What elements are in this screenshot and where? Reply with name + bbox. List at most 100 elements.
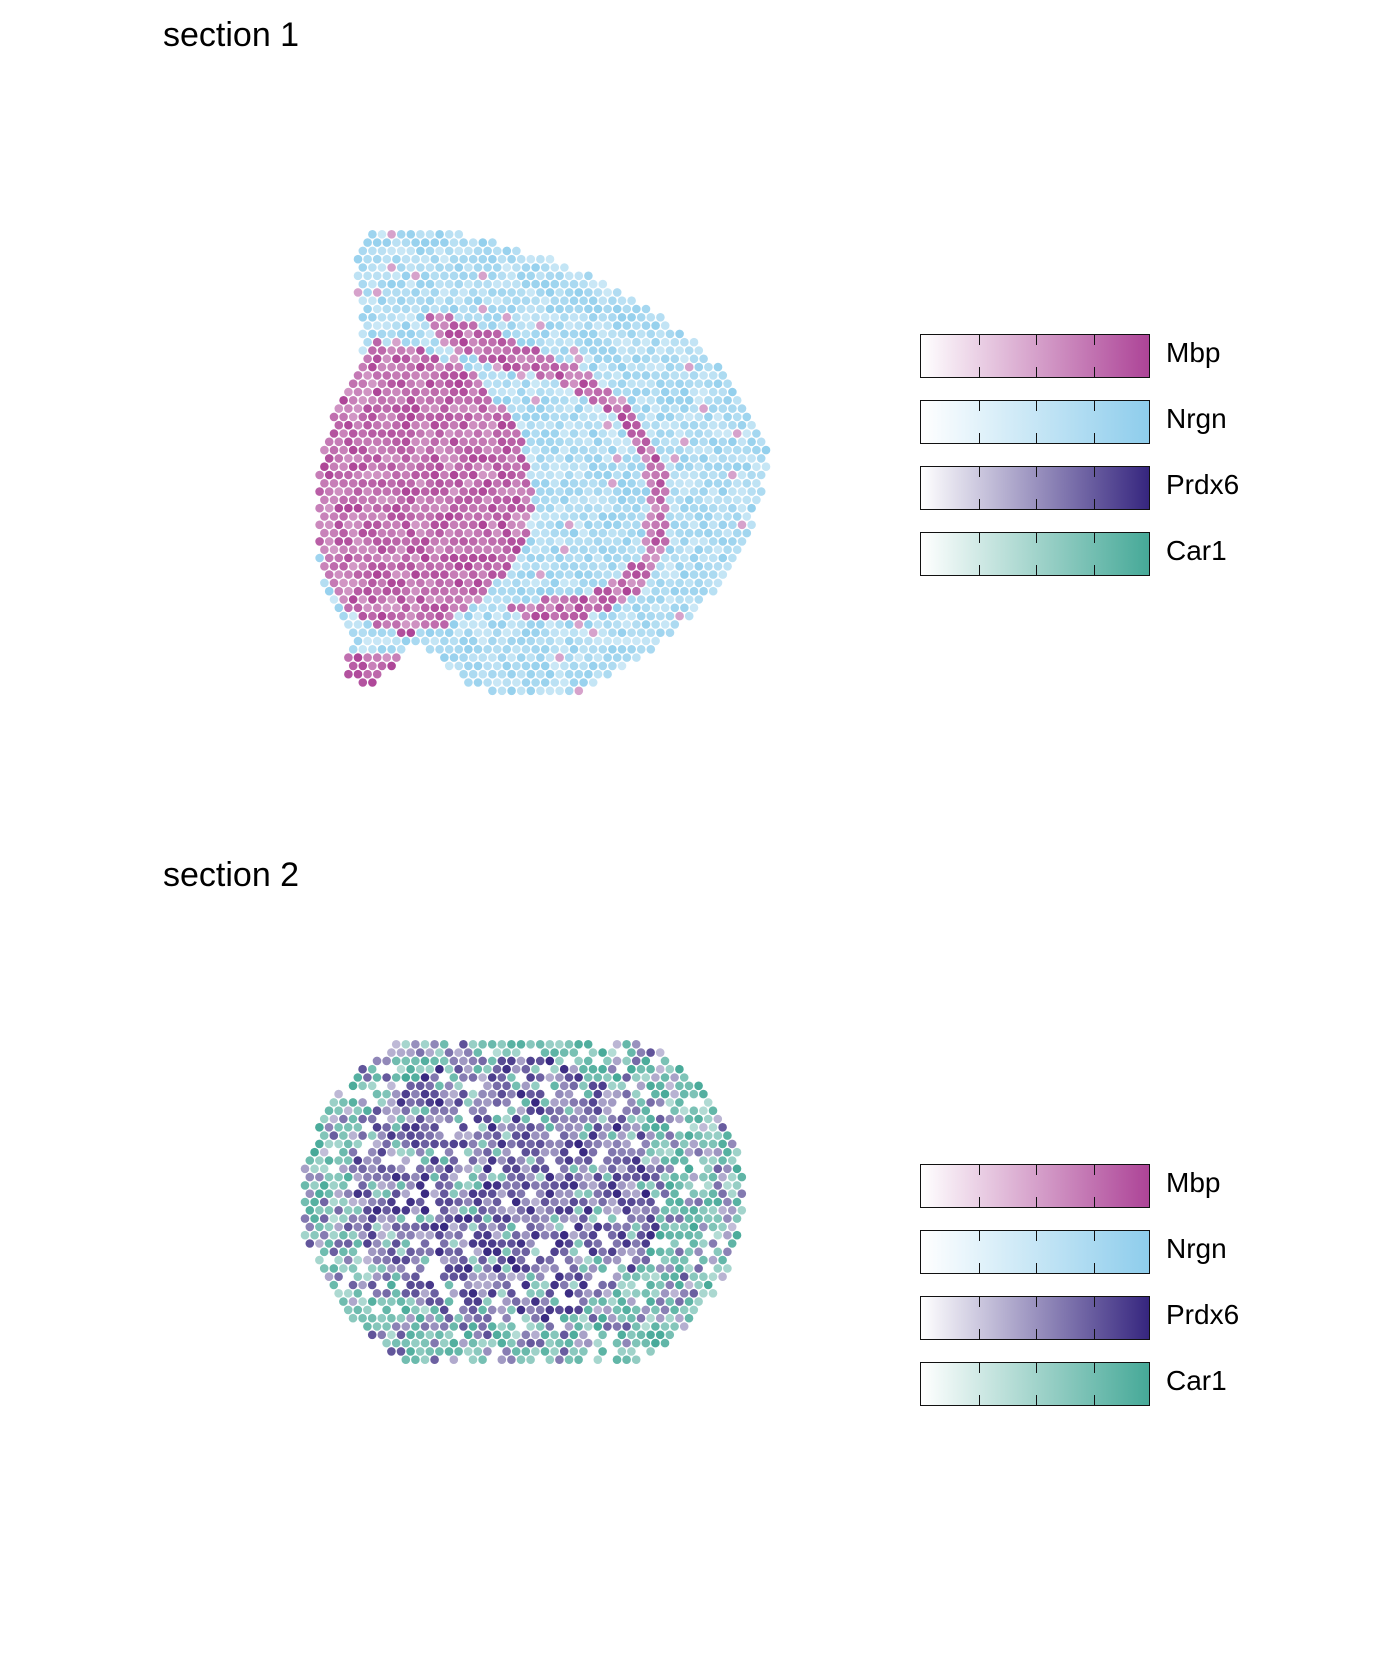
spot [646,429,656,438]
spot [656,362,665,372]
spot [579,412,588,422]
spot [617,1081,627,1091]
spot [526,537,536,546]
spot [315,1123,324,1132]
spot [507,620,516,629]
spot [588,578,598,588]
spot [737,487,747,496]
spot [483,1181,492,1190]
spot [550,445,560,455]
spot [608,512,617,521]
spot [372,321,382,330]
spot [411,1073,420,1082]
spot [603,520,612,530]
spot [320,445,329,455]
spot [555,1338,564,1348]
spot [444,1081,454,1091]
spot [684,1114,694,1124]
spot [396,479,406,488]
spot [607,1197,617,1207]
spot [603,669,612,679]
spot [512,462,521,472]
colorbar-tick [978,1231,980,1241]
spot [425,1230,435,1240]
spot [348,611,358,621]
spot [353,254,363,264]
spot [651,371,660,380]
spot [324,470,334,480]
spot [497,553,507,563]
spot [512,396,521,405]
spot [502,1147,511,1157]
spot [406,429,416,438]
spot [464,313,473,322]
spot [368,545,377,554]
spot [416,495,425,505]
spot [584,636,593,646]
spot [473,611,483,621]
spot [603,437,612,447]
spot [598,329,608,339]
spot [449,321,459,330]
spot [521,462,531,472]
spot [348,645,358,654]
spot [329,1214,339,1223]
spot [588,1247,598,1257]
spot [488,603,497,613]
spot [353,387,363,397]
spot [675,1181,684,1190]
spot [656,611,665,621]
spot [406,562,416,571]
spot [382,1106,391,1115]
spot [425,628,435,637]
spot [579,346,588,355]
spot [430,1089,439,1099]
spot [583,1040,593,1049]
spot [559,1131,569,1140]
spot [420,404,430,413]
spot [377,545,387,554]
spot [372,1106,382,1115]
spot [430,1338,439,1348]
colorbar-tick [1036,499,1038,509]
spot [358,1131,367,1140]
spot [718,1255,727,1265]
spot [497,487,507,496]
spot [319,1164,329,1174]
spot [617,1330,627,1340]
spot [584,288,593,297]
spot [612,1156,622,1165]
colorbar-tick [1093,533,1095,543]
spot [655,1313,665,1323]
spot [670,553,680,563]
spot [526,487,536,496]
spot [391,1255,401,1265]
spot [535,1156,545,1165]
spot [420,537,430,546]
spot [526,321,536,330]
spot [684,578,694,588]
spot [588,1147,598,1157]
spot [651,553,660,563]
section-2-title: section 2 [163,856,300,894]
spot [411,1056,420,1066]
spot [459,636,468,646]
spot [516,603,526,613]
spot [603,620,612,629]
spot [579,1081,588,1091]
spot [511,1081,521,1091]
spot [622,503,632,513]
spot [454,279,464,289]
spot [612,420,622,430]
spot [603,1089,612,1099]
spot [411,420,420,430]
spot [617,595,627,604]
spot [507,1156,516,1165]
spot [420,1123,430,1132]
colorbar-tick [1093,1297,1095,1307]
spot [420,1189,430,1198]
spot [617,661,627,671]
spot [454,1064,463,1074]
spot [358,611,368,621]
spot [670,1172,679,1182]
